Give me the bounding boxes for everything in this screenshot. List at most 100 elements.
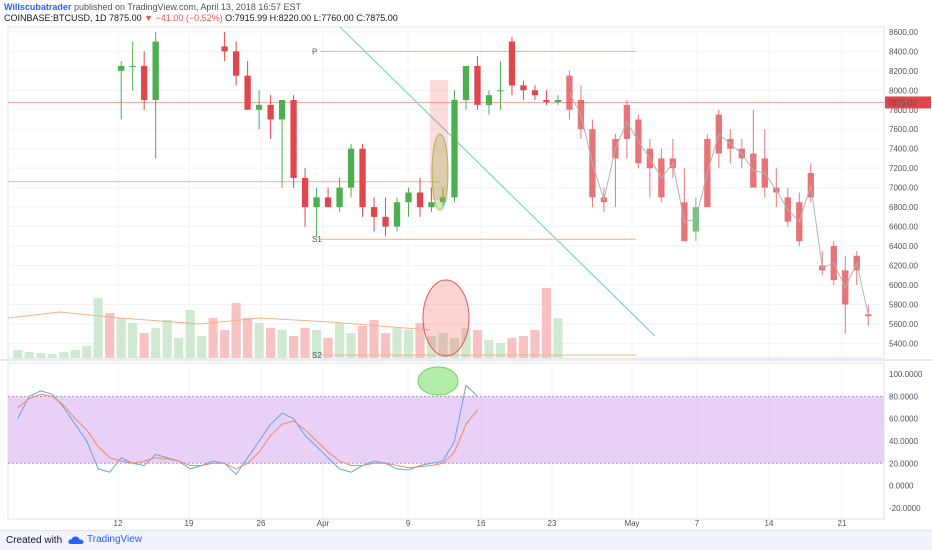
rsi-tick-label: 40.0000: [889, 437, 918, 446]
candle: [290, 95, 297, 188]
level-label: S2: [312, 351, 322, 360]
price-change: −41.00 (−0.52%): [155, 13, 223, 23]
rsi-tick-label: 100.0000: [889, 370, 923, 379]
author-link[interactable]: Willscubatrader: [4, 2, 72, 12]
trend-line: [339, 26, 656, 337]
footer-bar: Created with TradingView: [0, 530, 932, 550]
candle-body: [451, 100, 458, 198]
candle-body: [232, 51, 240, 76]
candle: [462, 65, 470, 110]
volume-bar: [151, 328, 161, 358]
volume-bar: [185, 310, 195, 358]
y-tick-label: 5600.00: [889, 320, 918, 329]
candle: [118, 61, 125, 120]
volume-highlight-ellipse: [422, 279, 470, 357]
candle: [301, 168, 309, 227]
volume-bar: [484, 340, 494, 358]
volume-bar: [334, 323, 345, 358]
volume-bar: [346, 333, 356, 358]
volume-bar: [472, 330, 483, 358]
candle-body: [221, 46, 228, 52]
volume-bar: [357, 326, 368, 358]
candle-body: [508, 41, 516, 86]
candle: [129, 41, 136, 91]
volume-bar: [208, 318, 218, 358]
candle-body: [462, 65, 470, 101]
candle-body: [118, 65, 125, 71]
volume-bar: [369, 320, 379, 358]
y-tick-label: 8200.00: [889, 67, 918, 76]
y-tick-label: 7400.00: [889, 145, 918, 154]
ohlc-values: O:7915.99 H:8220.00 L:7760.00 C:7875.00: [225, 13, 398, 23]
volume-bar: [254, 323, 264, 358]
volume-bar: [277, 330, 287, 358]
candle-body: [278, 100, 286, 120]
y-tick-label: 5800.00: [889, 300, 918, 309]
x-tick-label: Apr: [317, 519, 330, 528]
candle: [393, 197, 401, 232]
candle-body: [347, 148, 355, 188]
x-tick-label: 26: [257, 519, 266, 528]
candle-body: [531, 90, 539, 96]
volume-bar: [70, 350, 80, 358]
candle: [255, 90, 263, 130]
chart-header: Willscubatrader published on TradingView…: [0, 0, 932, 26]
candle: [474, 56, 481, 110]
volume-bar: [13, 350, 23, 358]
candle: [152, 31, 159, 159]
candle: [324, 187, 332, 208]
volume-bar: [174, 338, 184, 358]
volume-bar: [116, 318, 126, 358]
x-tick-label: 23: [548, 519, 557, 528]
candle: [531, 85, 539, 101]
candle-body: [439, 197, 447, 203]
x-tick-label: 14: [765, 519, 774, 528]
candle: [382, 197, 389, 237]
x-tick-label: 9: [406, 519, 411, 528]
candle-body: [267, 104, 274, 120]
candle-body: [290, 100, 297, 178]
volume-bar: [47, 354, 57, 358]
volume-bar: [323, 338, 333, 358]
last-price-badge: [885, 96, 931, 109]
rsi-tick-label: 60.0000: [889, 415, 918, 424]
price-ma-line: [568, 92, 869, 316]
candle: [221, 31, 228, 62]
y-tick-label: 8000.00: [889, 86, 918, 95]
y-tick-label: 6000.00: [889, 281, 918, 290]
rsi-band: [8, 396, 884, 464]
volume-bar: [300, 328, 310, 358]
tradingview-brand: TradingView: [87, 534, 143, 545]
rsi-tick-label: 20.0000: [889, 459, 918, 468]
candle-body: [152, 41, 159, 101]
highlight-ellipse: [431, 133, 449, 211]
volume-bar: [541, 288, 552, 358]
volume-bar: [449, 338, 460, 358]
volume-bar: [266, 328, 276, 358]
candle-body: [428, 202, 435, 208]
volume-bar: [197, 336, 207, 358]
candle: [428, 187, 435, 212]
y-tick-label: 6600.00: [889, 223, 918, 232]
candle: [244, 61, 251, 110]
candle: [313, 187, 320, 237]
volume-bar: [392, 328, 402, 358]
candle: [278, 100, 286, 188]
candle-body: [255, 104, 263, 110]
y-tick-label: 7600.00: [889, 125, 918, 134]
tradingview-logo[interactable]: TradingView: [68, 534, 142, 545]
candle-body: [336, 187, 343, 208]
rsi-tick-label: 80.0000: [889, 392, 918, 401]
level-label: P: [312, 47, 317, 56]
volume-bar: [128, 323, 138, 358]
candle: [497, 61, 504, 110]
rsi-d-line: [17, 393, 478, 470]
candle: [520, 80, 527, 101]
level-label: S1: [312, 235, 322, 244]
x-tick-label: 16: [477, 519, 486, 528]
candle-body: [244, 75, 251, 110]
volume-bar: [461, 328, 471, 358]
candle-body: [554, 100, 562, 102]
x-tick-label: 7: [695, 519, 700, 528]
